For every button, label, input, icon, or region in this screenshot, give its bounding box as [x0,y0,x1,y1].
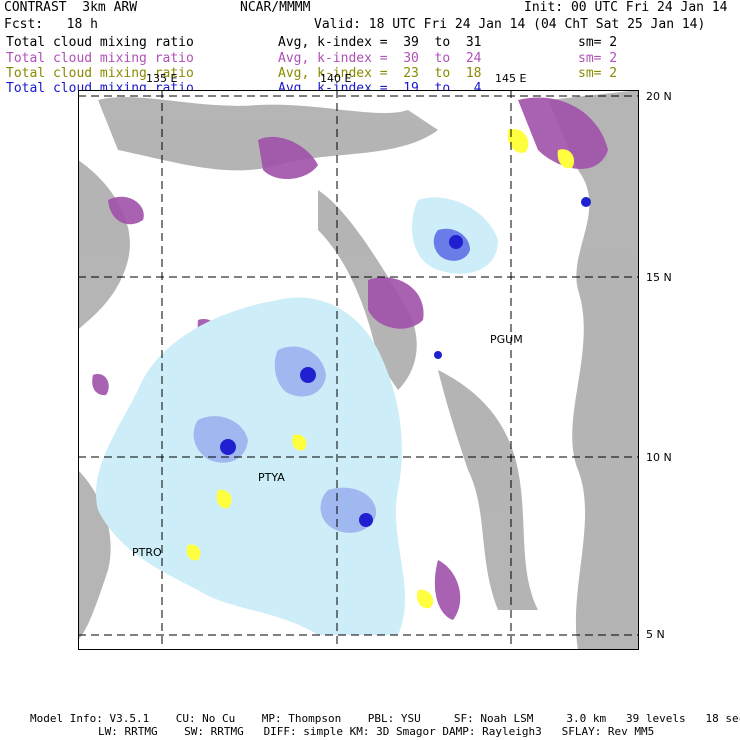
forecast-hour: Fcst: 18 h [4,17,98,32]
model-info-line-2: LW: RRTMG SW: RRTMG DIFF: simple KM: 3D … [98,725,655,738]
lat-label-20: 20 N [646,90,672,103]
lon-label-135: 135 E [146,72,178,85]
field-name-2: Total cloud mixing ratio [6,51,194,66]
cloud-map [78,90,639,650]
field-sm-1: sm= 2 [578,35,618,50]
station-pgum: PGUM [490,333,523,346]
model-title: CONTRAST 3km ARW [4,0,138,15]
lat-label-5: 5 N [646,628,665,641]
field-sm-3: sm= 2 [578,66,618,81]
map-border [78,90,639,650]
field-name-1: Total cloud mixing ratio [6,35,194,50]
lat-lon-grid [78,90,639,650]
init-time: Init: 00 UTC Fri 24 Jan 14 [524,0,728,15]
field-sm-2: sm= 2 [578,51,618,66]
yellow-cloud-layer [186,129,575,609]
organization: NCAR/MMMM [240,0,311,15]
field-range-1: Avg, k-index = 39 to 31 [278,35,482,50]
lat-label-10: 10 N [646,451,672,464]
lat-label-15: 15 N [646,271,672,284]
lon-label-145: 145 E [495,72,527,85]
field-range-2: Avg, k-index = 30 to 24 [278,51,482,66]
model-info-line-1: Model Info: V3.5.1 CU: No Cu MP: Thompso… [30,712,740,725]
valid-time: Valid: 18 UTC Fri 24 Jan 14 (04 ChT Sat … [314,17,706,32]
lon-label-140: 140 E [320,72,352,85]
station-ptro: PTRO [132,546,162,559]
field-range-3: Avg, k-index = 23 to 18 [278,66,482,81]
field-name-3: Total cloud mixing ratio [6,66,194,81]
blue-cloud-layer [96,197,591,635]
station-ptya: PTYA [258,471,285,484]
